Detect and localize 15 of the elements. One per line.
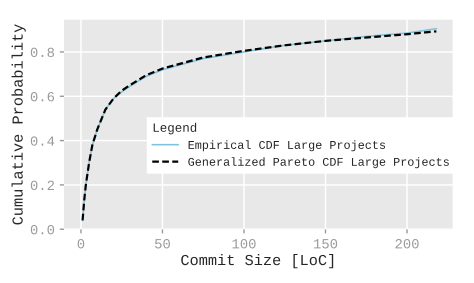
- x-tick-label: 100: [232, 239, 256, 248]
- legend-label: Generalized Pareto CDF Large Projects: [188, 157, 449, 168]
- y-axis-title: Cumulative Probability: [12, 24, 26, 225]
- y-tick-label: 0.6: [30, 92, 54, 102]
- x-tick-label: 0: [78, 239, 84, 248]
- legend-label: Empirical CDF Large Projects: [188, 140, 386, 152]
- x-tick-label: 50: [154, 239, 170, 248]
- y-tick-label: 0.2: [30, 180, 54, 190]
- x-tick-label: 150: [314, 239, 338, 248]
- y-tick-label: 0.0: [30, 224, 54, 234]
- x-tick-label: 200: [395, 239, 419, 248]
- x-axis-title: Commit Size [LoC]: [181, 254, 334, 268]
- y-tick-label: 0.8: [30, 48, 54, 58]
- legend-title: Legend: [154, 122, 196, 134]
- y-tick-label: 0.4: [30, 136, 54, 146]
